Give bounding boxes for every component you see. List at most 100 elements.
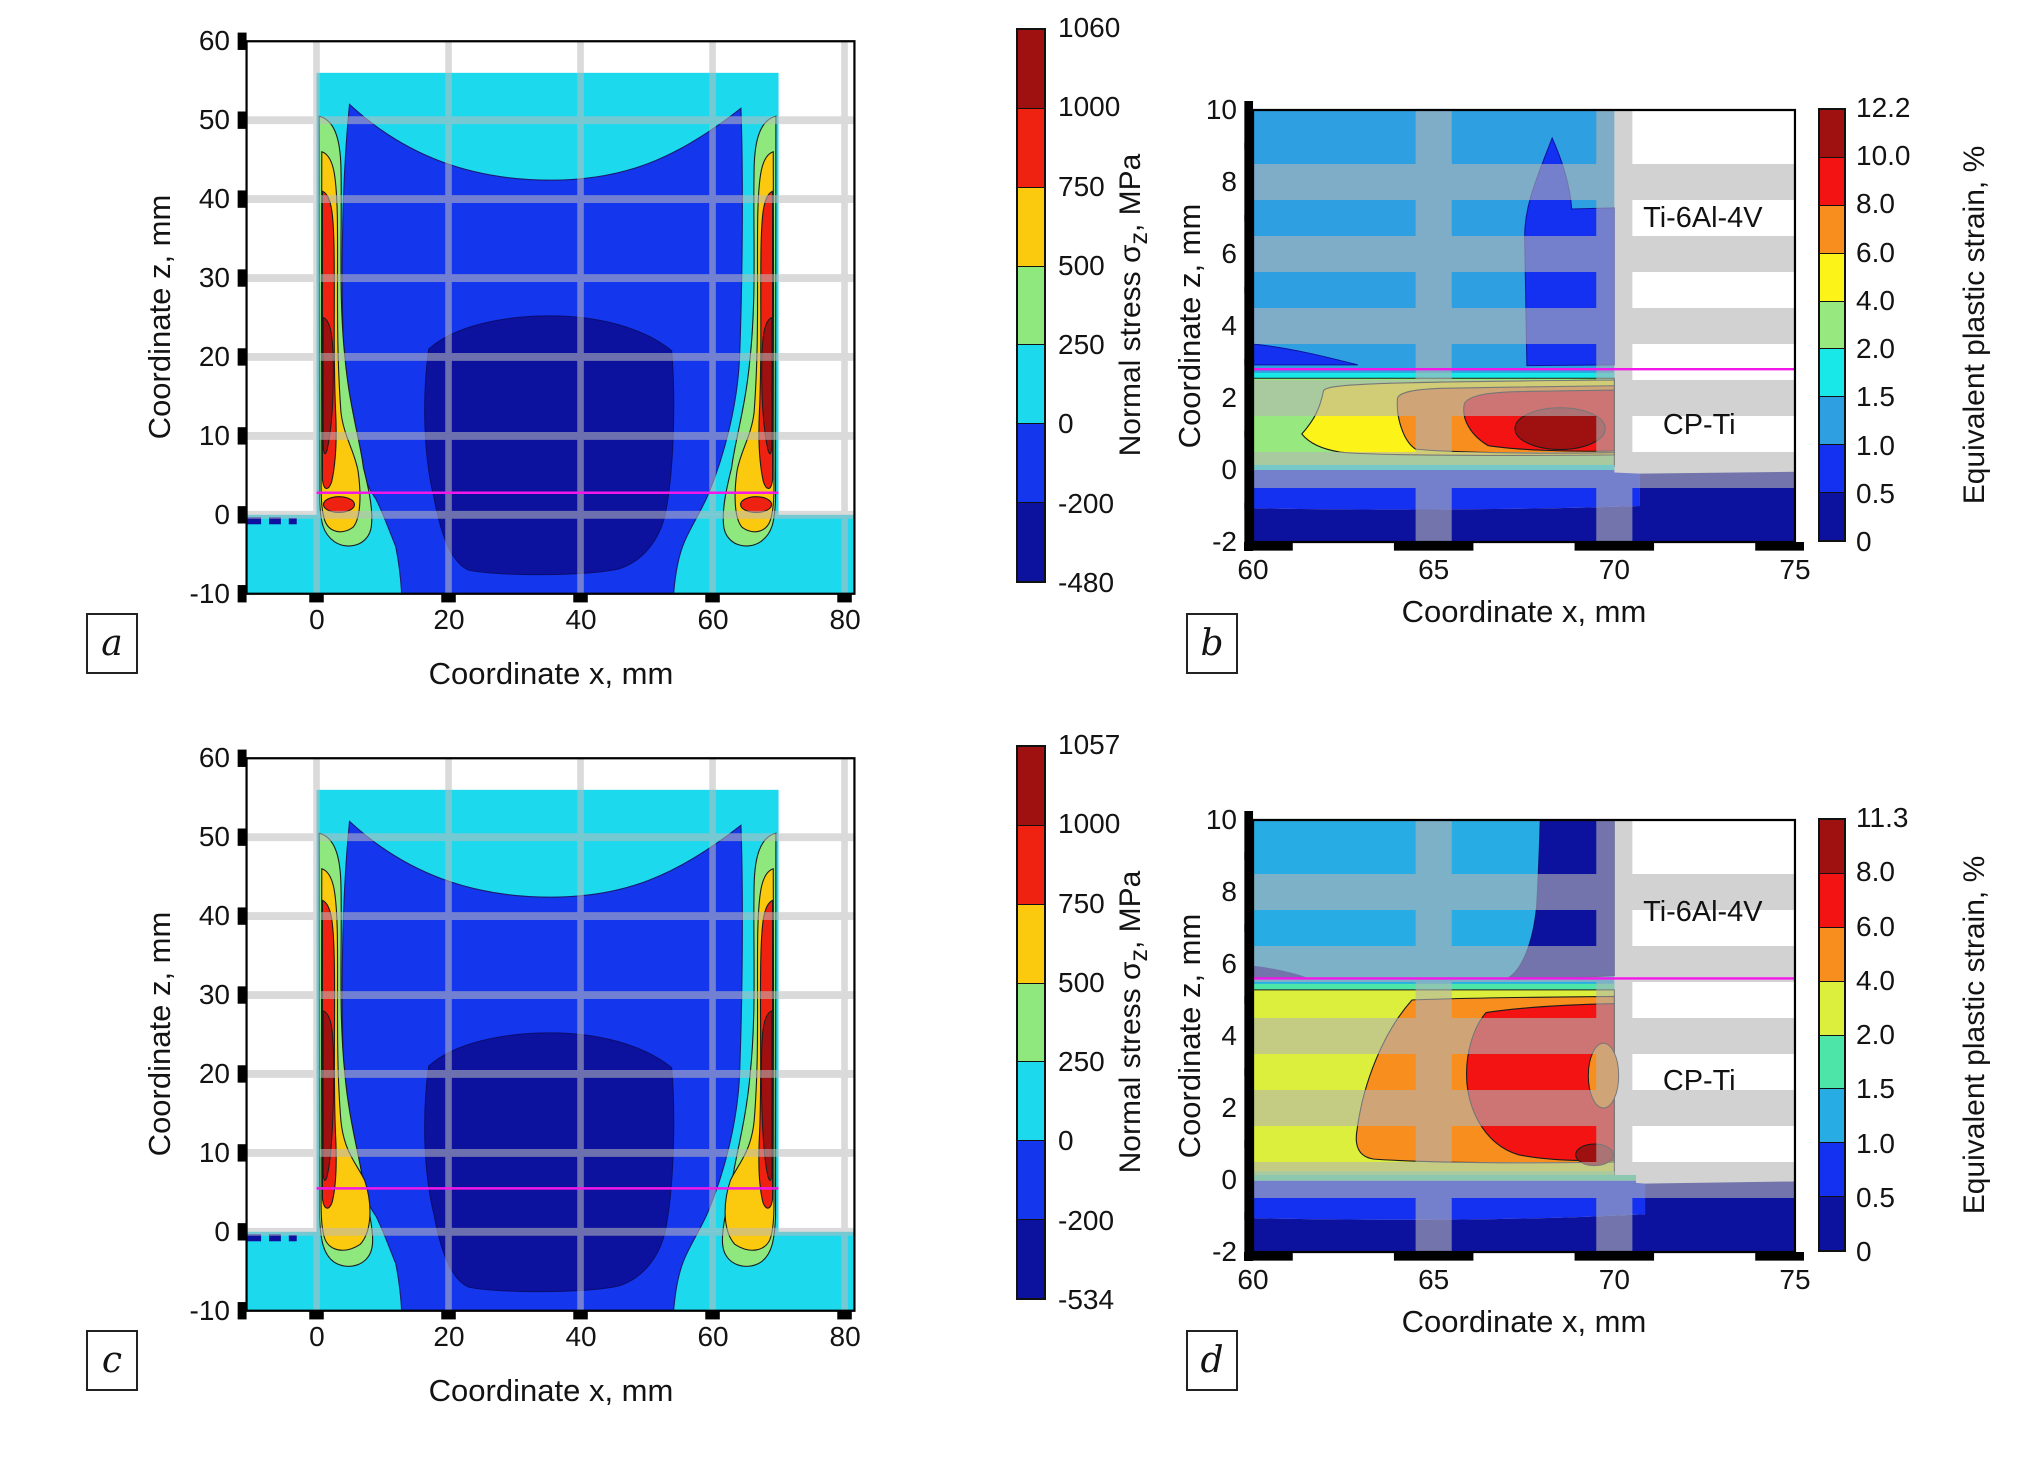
colorbar-tick-label: 0 [1856,1236,1872,1267]
colorbar-tick-label: 500 [1058,966,1105,998]
colorbar-title-a: Normal stress σz, MPa [1114,153,1153,457]
region-substrate-0-0.5 [1253,471,1795,542]
substrate-edge-dashes [246,1234,297,1242]
colorbar-tick-label: 1000 [1058,91,1121,123]
region-strain-0.5-1.0-left [1253,344,1358,365]
axis-ticks [1244,811,1804,1261]
colorbar-band [1820,397,1844,446]
colorbar-band [1820,1035,1844,1090]
axis-tick-label: 75 [1779,1264,1811,1295]
colorbar-band [1018,424,1044,504]
axis-ticks [1244,101,1804,551]
y-axis-ticks-d: 10 8 6 4 2 0 -2 [1165,806,1237,1266]
colorbar-tick-label: 11.3 [1856,802,1909,833]
colorbar-tick-label: 0.5 [1856,1181,1895,1213]
y-axis-ticks-c: 60 50 40 30 20 10 0 -10 [130,744,230,1325]
colorbar-band [1018,30,1044,109]
colorbar-tick-label: 6.0 [1856,910,1895,942]
axis-tick-label: 10 [198,1137,230,1168]
axis-tick-label: 70 [1598,1264,1630,1295]
y-axis-title-a: Coordinate z, mm [142,194,177,440]
colorbar-tick-label: 1060 [1058,12,1121,43]
colorbar-band [1820,349,1844,398]
colorbar-band [1820,820,1844,874]
colorbar-tick-label: 1.0 [1856,1127,1895,1159]
y-axis-title-b: Coordinate z, mm [1172,203,1207,449]
axis-tick-label: 30 [198,979,230,1010]
colorbar-band [1820,445,1844,494]
plot-border [1253,820,1795,1252]
axis-tick-label: 0 [1221,1164,1237,1195]
colorbar-tick-label: -534 [1058,1284,1115,1315]
colorbar-tick-label: 750 [1058,170,1105,202]
x-axis-ticks-d: 60 65 70 75 [1237,1264,1810,1300]
axis-ticks [237,749,852,1320]
axis-tick-label: 2 [1221,1091,1237,1123]
colorbar-title-c: Normal stress σz, MPa [1114,870,1153,1174]
contour-plot-c [237,749,865,1320]
axis-tick-label: 50 [198,821,230,852]
colorbar-tick-label: 8.0 [1856,856,1895,888]
colorbar-band [1018,1220,1044,1299]
colorbar-band [1018,345,1044,425]
colorbar-band [1018,266,1044,346]
plot-border [247,41,855,593]
colorbar-tick-label: 2.0 [1856,1019,1895,1050]
x-axis-title-b: Coordinate x, mm [1401,594,1647,629]
axis-tick-label: 80 [829,604,861,635]
colorbar-title-d: Equivalent plastic strain, % [1958,855,1991,1215]
material-label-top: Ti-6Al-4V [1643,202,1763,234]
colorbar-band [1018,187,1044,267]
axis-tick-label: 65 [1418,554,1450,585]
colorbar-tick-label: 1.5 [1856,1073,1895,1105]
x-axis-ticks-b: 60 65 70 75 [1237,554,1810,590]
axis-tick-label: 0 [309,1321,325,1352]
gridlines [246,41,855,594]
substrate-edge-dashes [246,517,297,525]
axis-tick-label: 40 [198,900,230,931]
y-axis-title-c: Coordinate z, mm [142,911,177,1157]
panel-letter-c: c [86,1330,138,1391]
plot-border [1253,110,1795,542]
colorbar-band [1820,873,1844,928]
axis-tick-label: 60 [1237,554,1269,585]
y-axis-ticks-a: 60 50 40 30 20 10 0 -10 [130,27,230,608]
axis-tick-label: 0 [309,604,325,635]
axis-tick-label: 10 [1205,804,1237,835]
axis-ticks [237,32,852,603]
axis-tick-label: 60 [1237,1264,1269,1295]
colorbar-tick-label: 0.5 [1856,477,1895,509]
x-axis-title-a: Coordinate x, mm [428,656,674,691]
colorbar-tick-label: 8.0 [1856,188,1895,220]
colorbar-tick-label: 0 [1058,1125,1074,1157]
colorbar-band [1018,108,1044,188]
region-tension-max [323,1011,334,1181]
plot-border [247,758,855,1310]
colorbar-tick-label: 10.0 [1856,140,1911,172]
axis-tick-label: 0 [214,1216,230,1247]
colorbar-tick-label: 500 [1058,249,1105,281]
axis-tick-label: 10 [198,420,230,451]
y-axis-ticks-b: 10 8 6 4 2 0 -2 [1165,96,1237,556]
axis-tick-label: 40 [565,1321,597,1352]
contour-plot-a [237,32,865,603]
axis-tick-label: 50 [198,104,230,135]
axis-tick-label: 75 [1779,554,1811,585]
axis-tick-label: 70 [1598,554,1630,585]
axis-tick-label: 60 [198,742,230,773]
colorbar-band [1820,157,1844,206]
colorbar-tick-label: 1.5 [1856,381,1895,413]
colorbar-band [1018,904,1044,984]
colorbar-tick-label: 250 [1058,1046,1105,1078]
axis-tick-label: 4 [1221,1020,1237,1051]
region-compressive-core [425,316,674,575]
axis-tick-label: -10 [189,578,230,609]
y-axis-title-d: Coordinate z, mm [1172,913,1207,1159]
colorbar-title-b: Equivalent plastic strain, % [1958,145,1991,505]
axis-tick-label: 20 [198,1058,230,1089]
x-axis-title-d: Coordinate x, mm [1401,1304,1647,1339]
colorbar-tick-label: 250 [1058,329,1105,361]
axis-tick-label: -2 [1212,526,1237,557]
colorbar-band [1018,1062,1044,1142]
axis-tick-label: 6 [1221,947,1237,979]
